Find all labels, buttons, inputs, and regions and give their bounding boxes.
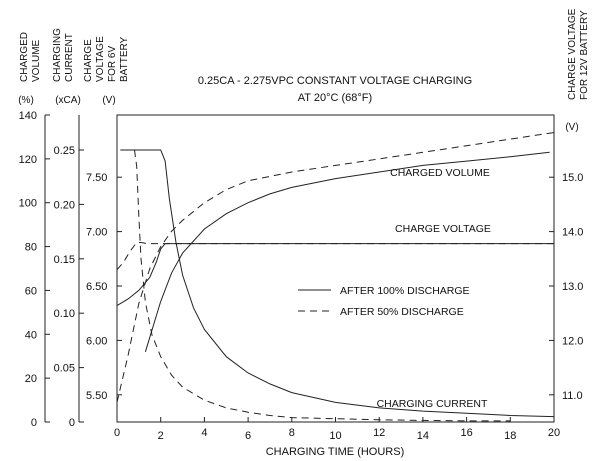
charging-current-100pct-curve xyxy=(120,149,555,418)
volume-tick-label: 60 xyxy=(25,285,37,297)
current-tick-label: 0.05 xyxy=(54,363,75,375)
x-tick-label: 14 xyxy=(417,430,429,442)
plot-frame xyxy=(116,114,555,423)
x-tick-label: 12 xyxy=(373,427,385,439)
x-tick-label: 16 xyxy=(460,427,472,439)
x-tick-label: 6 xyxy=(245,430,251,442)
current-tick-label: 0.15 xyxy=(54,254,75,266)
voltage12-axis-heading-1: CHARGE VOLTAGE xyxy=(567,8,578,100)
x-tick-label: 2 xyxy=(158,430,164,442)
legend-dashed-label: AFTER 50% DISCHARGE xyxy=(340,306,464,318)
current-tick-label: 0.10 xyxy=(54,308,75,320)
volume-axis-heading-1: CHARGED xyxy=(19,32,30,82)
voltage12-axis-heading-2: FOR 12V BATTERY xyxy=(579,10,590,100)
volume-tick-label: 120 xyxy=(19,154,37,166)
current-tick-label: 0 xyxy=(69,417,75,429)
charged-volume-100pct-curve xyxy=(144,151,550,352)
x-tick-label: 10 xyxy=(329,430,341,442)
voltage6-axis-unit: (V) xyxy=(102,95,115,106)
chart-title-line1: 0.25CA - 2.275VPC CONSTANT VOLTAGE CHARG… xyxy=(198,75,472,87)
voltage6-tick-label: 6.00 xyxy=(86,335,107,347)
voltage12-tick-label: 12.0 xyxy=(562,335,583,347)
voltage12-tick-label: 15.0 xyxy=(562,172,583,184)
voltage6-axis-heading-4: BATTERY xyxy=(119,36,130,82)
x-tick-label: 8 xyxy=(289,427,295,439)
x-tick-label: 18 xyxy=(504,430,516,442)
volume-axis-unit: (%) xyxy=(18,95,34,106)
charged-volume-50pct-curve xyxy=(116,132,555,403)
volume-tick-label: 140 xyxy=(19,110,37,122)
voltage12-tick-label: 14.0 xyxy=(562,227,583,239)
x-axis-label: CHARGING TIME (HOURS) xyxy=(266,446,405,458)
x-tick-label: 4 xyxy=(201,427,207,439)
legend-solid-label: AFTER 100% DISCHARGE xyxy=(340,285,470,297)
ticks-layer: 0 2 4 6 8 10 12 14 16 18 20 0 20 40 60 80 100 120 140 0 0.05… xyxy=(19,110,584,442)
voltage6-tick-label: 5.50 xyxy=(86,390,107,402)
volume-tick-label: 40 xyxy=(25,329,37,341)
x-tick-label: 20 xyxy=(548,427,560,439)
curves-layer xyxy=(116,132,555,422)
x-tick-label: 0 xyxy=(114,427,120,439)
voltage12-tick-label: 11.0 xyxy=(562,390,583,402)
charged-volume-annotation: CHARGED VOLUME xyxy=(390,167,490,179)
chart-title-line2: AT 20°C (68°F) xyxy=(298,92,372,104)
current-axis-heading-2: CURRENT xyxy=(64,33,75,82)
current-tick-label: 0.25 xyxy=(54,145,75,157)
current-tick-label: 0.20 xyxy=(54,199,75,211)
charge-voltage-annotation: CHARGE VOLTAGE xyxy=(395,223,491,235)
voltage6-axis-heading-3: FOR 6V xyxy=(107,46,118,82)
charge-voltage-50pct-curve xyxy=(116,242,554,271)
current-axis-heading-1: CHARGING xyxy=(52,28,63,82)
charging-current-annotation: CHARGING CURRENT xyxy=(377,398,488,410)
voltage6-tick-label: 7.50 xyxy=(86,172,107,184)
voltage6-axis-heading-1: CHARGE xyxy=(83,39,94,82)
charging-current-50pct-curve xyxy=(134,149,511,422)
voltage12-axis-unit: (V) xyxy=(565,122,578,133)
volume-tick-label: 20 xyxy=(25,373,37,385)
legend: AFTER 100% DISCHARGE AFTER 50% DISCHARGE xyxy=(298,285,470,318)
volume-axis-heading-2: VOLUME xyxy=(31,39,42,82)
voltage6-tick-label: 7.00 xyxy=(86,227,107,239)
current-axis-unit: (xCA) xyxy=(55,95,81,106)
volume-tick-label: 100 xyxy=(19,198,37,210)
voltage6-tick-label: 6.50 xyxy=(86,281,107,293)
volume-tick-label: 0 xyxy=(31,417,37,429)
voltage6-axis-heading-2: VOLTAGE xyxy=(95,36,106,82)
volume-tick-label: 80 xyxy=(25,242,37,254)
voltage12-tick-label: 13.0 xyxy=(562,281,583,293)
